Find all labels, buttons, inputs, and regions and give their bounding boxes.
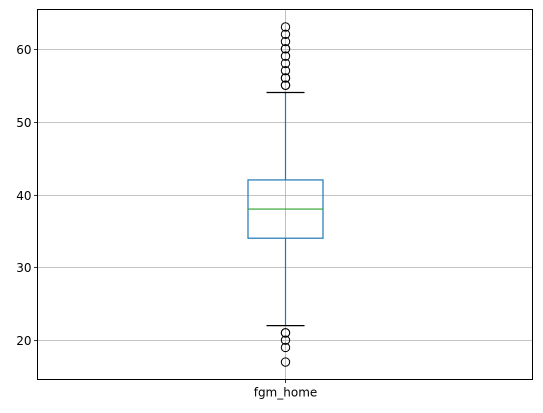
y-tick-label: 50: [16, 116, 31, 130]
outlier-point: [280, 335, 291, 345]
outlier-point: [280, 44, 291, 54]
outlier-point: [280, 29, 291, 39]
outlier-point: [280, 22, 291, 32]
outlier-point: [280, 36, 291, 47]
y-tick-label: 40: [16, 189, 31, 203]
box-layer: [247, 22, 324, 367]
tick-layer: 20 30 40 50 60 fgm_home: [16, 43, 317, 400]
outlier-point: [280, 357, 291, 367]
grid-layer: [37, 9, 533, 380]
outlier-point: [280, 58, 291, 69]
outlier-point: [280, 80, 291, 90]
y-tick-label: 30: [16, 261, 31, 275]
outlier-point: [280, 51, 291, 61]
y-tick-label: 60: [16, 43, 31, 57]
outlier-point: [280, 342, 291, 353]
plot-area-frame: [37, 9, 533, 380]
x-tick-label: fgm_home: [254, 386, 318, 400]
outlier-point: [280, 328, 291, 338]
outlier-point: [280, 65, 291, 76]
outlier-point: [280, 73, 291, 83]
y-tick-label: 20: [16, 334, 31, 348]
